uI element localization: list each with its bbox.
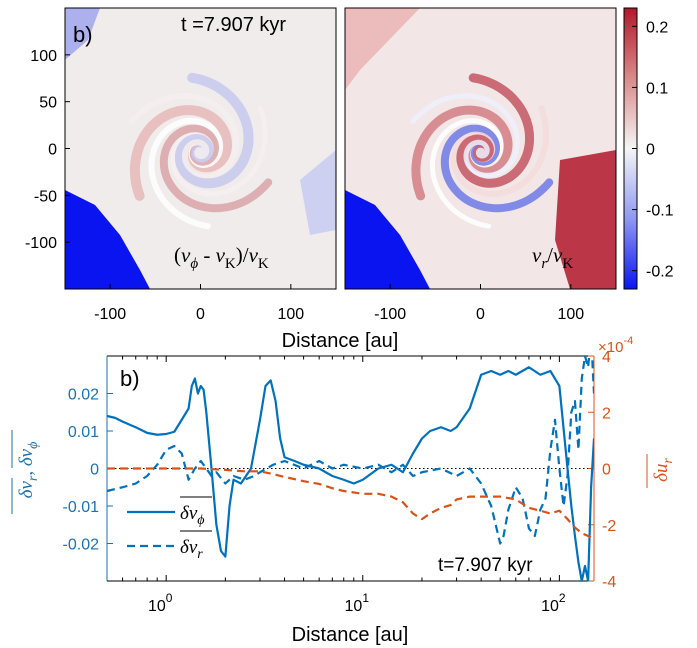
spiral-arm (410, 93, 520, 178)
line-x-tick-label: 101 (345, 591, 370, 615)
heatmap-y-tick-label: 100 (30, 48, 57, 65)
colorbar-tick-label: -0.2 (646, 264, 674, 281)
heatmap-field-label-left: (vϕ - vK)/vK (174, 243, 269, 272)
line-chart-axes: 100 101 102 0.02 0.01 0 -0.01 -0.02 4 2 0 -2 -4 (63, 349, 617, 615)
heatmap-time-label: t =7.907 kyr (181, 14, 286, 36)
heatmap-region-low (65, 190, 150, 289)
heatmap-region-low (300, 150, 336, 235)
right-y-tick-label: -2 (602, 518, 616, 535)
colorbar-tick-label: 0.1 (646, 80, 668, 97)
legend: δvϕ δvr (127, 496, 212, 562)
left-y-tick-label: 0.02 (68, 387, 99, 404)
left-y-tick-label: 0 (90, 462, 99, 479)
colorbar-ticks: 0.2 0.1 0 -0.1 -0.2 (632, 19, 674, 281)
line-x-tick-label: 100 (148, 591, 173, 615)
heatmap-panel-left (64, 7, 337, 290)
colorbar-tick-label: 0.2 (646, 19, 668, 36)
heatmap-axes: -100 0 100 100 50 0 -50 -100 -100 0 100 (25, 48, 584, 323)
spiral-arm (128, 92, 240, 179)
heatmap-panel-right (344, 7, 617, 290)
left-y-tick-label: 0.01 (68, 424, 99, 441)
heatmap-region-low (65, 8, 100, 60)
heatmap-x-tick-label: -100 (94, 306, 126, 323)
line-x-tick-label: 102 (541, 591, 566, 615)
heatmap-panel-label: b) (73, 22, 93, 47)
heatmap-x-tick-label: 100 (277, 306, 304, 323)
left-y-axis-label: δvr, δvϕ (11, 430, 41, 514)
left-y-tick-label: -0.01 (63, 499, 100, 516)
svg-text:δvr, δvϕ: δvr, δvϕ (16, 442, 41, 499)
right-y-tick-label: 0 (602, 462, 611, 479)
heatmap-y-tick-label: 50 (39, 95, 57, 112)
right-y-tick-label: 4 (602, 349, 611, 366)
right-axis-multiplier: ×10-4 (598, 335, 633, 356)
legend-label-dvphi: δvϕ (180, 503, 205, 528)
line-time-annotation: t=7.907 kyr (438, 555, 533, 576)
line-panel-label: b) (120, 366, 140, 391)
series-line-vr-dashed (107, 356, 594, 545)
heatmap-region-high (555, 150, 616, 289)
series-line-ur-dashed (107, 467, 594, 540)
heatmap-y-tick-label: -100 (25, 235, 57, 252)
heatmap-x-tick-label: 0 (476, 306, 485, 323)
line-x-axis-label: Distance [au] (292, 624, 409, 646)
legend-label-dvr: δvr (180, 537, 203, 562)
heatmap-x-tick-label: 100 (557, 306, 584, 323)
svg-text:×10-4: ×10-4 (598, 335, 633, 356)
right-y-tick-label: 2 (602, 405, 611, 422)
heatmap-x-axis-label: Distance [au] (282, 330, 399, 352)
series-line-v-solid (107, 366, 594, 581)
colorbar-tick-label: 0 (646, 142, 655, 159)
right-y-tick-label: -4 (602, 574, 616, 591)
heatmap-y-tick-label: -50 (34, 188, 57, 205)
heatmap-x-tick-label: 0 (196, 306, 205, 323)
svg-text:δur: δur (651, 458, 676, 482)
heatmap-field-label-right: vr/vK (532, 243, 573, 272)
left-y-tick-label: -0.02 (63, 537, 100, 554)
heatmap-region-low (345, 190, 430, 289)
heatmap-y-tick-label: 0 (48, 142, 57, 159)
right-y-axis-label: δur (646, 454, 676, 488)
heatmap-x-tick-label: -100 (374, 306, 406, 323)
heatmap-region-high (345, 8, 420, 90)
colorbar-tick-label: -0.1 (646, 203, 674, 220)
line-chart-series (107, 356, 594, 581)
